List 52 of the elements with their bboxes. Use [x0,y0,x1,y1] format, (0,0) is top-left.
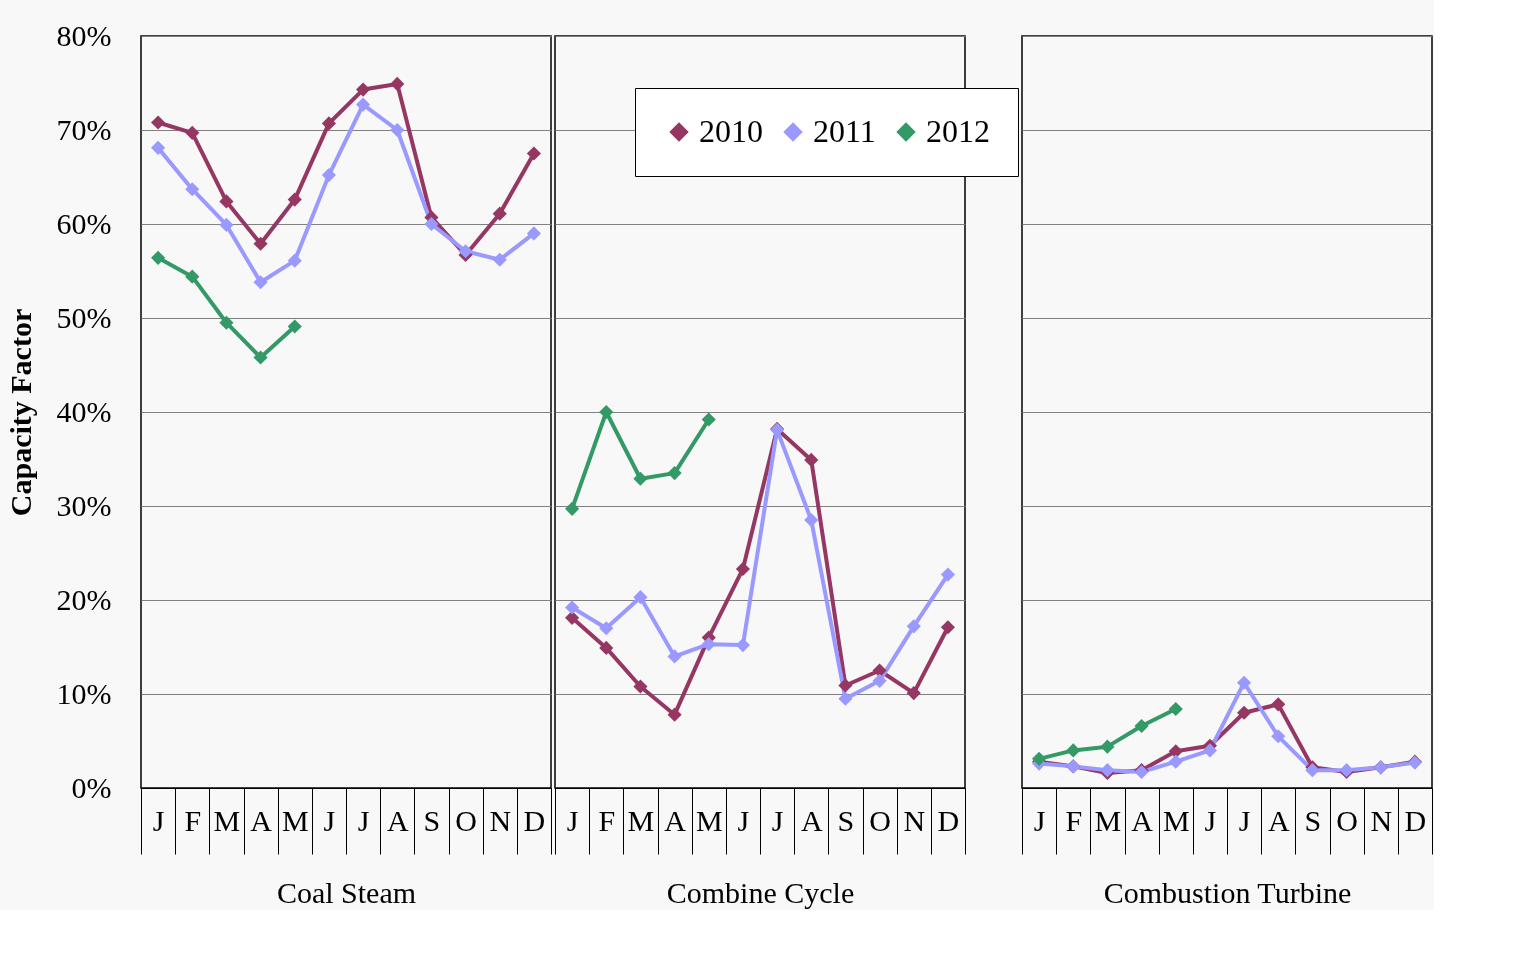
x-axis-title: Combine Cycle [666,876,855,909]
x-tick-label: A [250,803,273,837]
x-tick-label: A [1131,803,1154,837]
x-tick-label: M [1162,803,1190,837]
x-tick-label: J [737,803,750,837]
x-tick-label: A [386,803,409,837]
x-tick-label: D [523,803,546,837]
y-axis-title: Capacity Factor [3,308,37,517]
y-tick-label: 80% [56,18,112,52]
y-tick-label: 30% [56,488,112,522]
x-tick-label: J [152,803,165,837]
legend-label: 2010 [699,113,763,149]
x-tick-label: F [184,803,202,837]
legend-label: 2011 [813,113,876,149]
x-tick-label: O [455,803,477,837]
y-tick-label: 10% [56,676,112,710]
x-tick-label: D [937,803,960,837]
x-tick-label: S [1304,803,1322,837]
x-tick-label: A [664,803,687,837]
y-tick-label: 60% [56,206,112,240]
x-tick-label: J [771,803,784,837]
x-tick-label: S [423,803,441,837]
x-tick-label: N [1370,803,1393,837]
x-tick-label: M [1094,803,1122,837]
x-tick-label: M [627,803,655,837]
x-tick-label: F [1065,803,1083,837]
y-tick-label: 40% [56,394,112,428]
x-tick-label: J [566,803,579,837]
y-tick-label: 0% [71,770,112,804]
x-tick-label: J [1033,803,1046,837]
x-tick-label: N [903,803,926,837]
x-tick-label: M [213,803,241,837]
x-axis-title: Coal Steam [276,876,417,909]
y-tick-label: 70% [56,112,112,146]
y-tick-label: 50% [56,300,112,334]
y-tick-label: 20% [56,582,112,616]
x-tick-label: A [800,803,823,837]
x-tick-label: M [281,803,309,837]
x-tick-label: D [1404,803,1427,837]
x-tick-label: J [323,803,336,837]
x-tick-label: A [1267,803,1290,837]
x-axis-title: Combustion Turbine [1103,876,1352,909]
x-tick-label: J [1238,803,1251,837]
x-tick-label: F [598,803,616,837]
x-tick-label: O [1336,803,1358,837]
x-tick-label: J [1204,803,1217,837]
x-tick-label: O [869,803,891,837]
legend-label: 2012 [926,113,990,149]
x-tick-label: J [357,803,370,837]
x-tick-label: S [837,803,855,837]
x-tick-label: N [489,803,512,837]
x-tick-label: M [695,803,723,837]
